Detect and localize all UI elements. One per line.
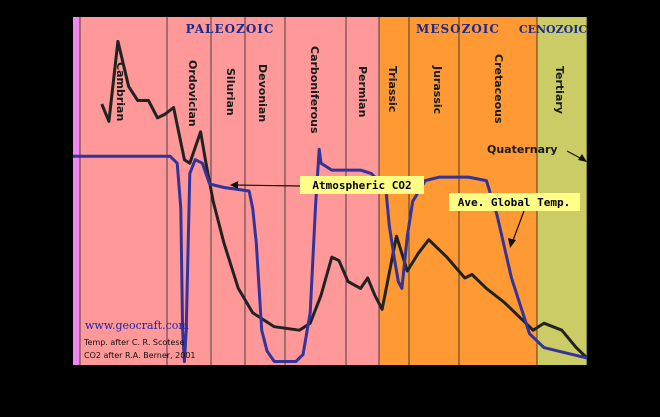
co2-callout-box — [300, 176, 424, 194]
series-line-co2 — [100, 39, 589, 360]
quaternary-pointer-arrowhead — [578, 154, 587, 162]
period-label-ordovician: Ordovician — [186, 60, 199, 127]
co2-callout-line — [233, 184, 301, 187]
period-bands — [73, 17, 587, 365]
series-line-temperature — [73, 147, 588, 363]
period-label-devonian: Devonian — [256, 64, 269, 122]
co2-credit: CO2 after R.A. Berner, 2001 — [84, 351, 196, 360]
era-label-cenozoic: CENOZOIC — [519, 23, 588, 36]
quaternary-pointer-line — [566, 150, 583, 160]
period-label-silurian: Silurian — [224, 68, 237, 116]
era-label-mesozoic: MESOZOIC — [416, 22, 500, 36]
period-label-jurassic: Jurassic — [431, 65, 444, 114]
co2-callout-arrowhead — [230, 181, 238, 189]
source-url: www.geocraft.com — [85, 319, 189, 332]
temp-callout-label: Ave. Global Temp. — [458, 196, 571, 209]
period-label-cretaceous: Cretaceous — [492, 54, 505, 124]
temp-callout-arrowhead — [508, 238, 516, 248]
period-label-carboniferous: Carboniferous — [308, 46, 321, 134]
temp-callout-box — [449, 193, 580, 211]
period-label-permian: Permian — [356, 66, 369, 117]
pink-margin-band — [73, 17, 80, 365]
period-label-triassic: Triassic — [386, 66, 399, 112]
co2-callout-label: Atmospheric CO2 — [312, 179, 411, 192]
cenozoic-band — [537, 17, 587, 365]
temp-callout-line — [511, 210, 525, 244]
period-label-cambrian: Cambrian — [114, 62, 127, 121]
era-label-paleozoic: PALEOZOIC — [186, 22, 275, 36]
quaternary-label: Quaternary — [487, 143, 558, 156]
period-label-tertiary: Tertiary — [553, 66, 566, 114]
period-dividers — [79, 17, 588, 365]
temp-credit: Temp. after C. R. Scotese — [83, 338, 185, 347]
